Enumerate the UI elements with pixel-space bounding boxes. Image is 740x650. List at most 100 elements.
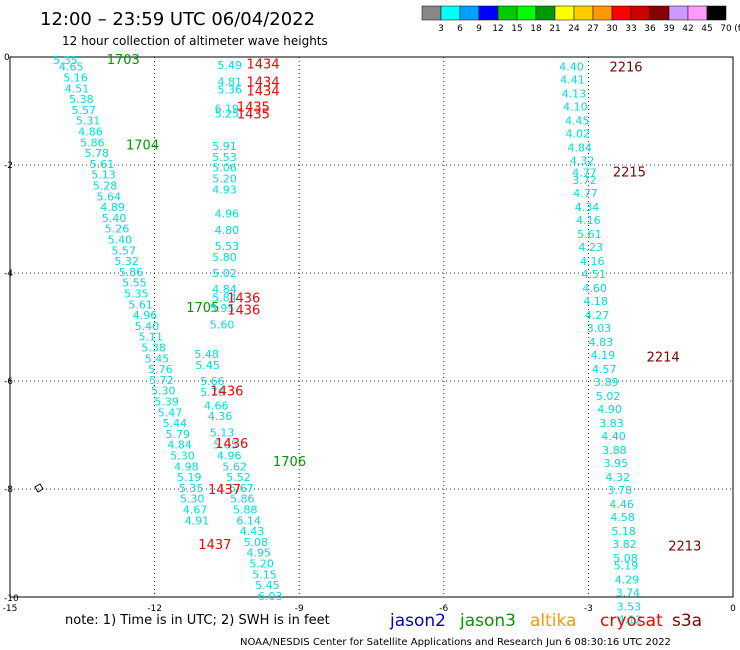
swh-value: 4.57 bbox=[592, 363, 617, 376]
swh-value: 5.20 bbox=[212, 173, 237, 186]
swh-value: 4.51 bbox=[581, 268, 606, 281]
y-tick-label: 0 bbox=[4, 53, 10, 63]
swh-value: 5.66 bbox=[200, 375, 225, 388]
pass-time-label: 1436 bbox=[215, 437, 248, 452]
swh-value: 5.16 bbox=[63, 72, 88, 85]
swh-value: 3.78 bbox=[607, 484, 632, 497]
pass-time-label: 1435 bbox=[237, 101, 270, 116]
swh-value: 5.61 bbox=[577, 228, 602, 241]
swh-value: 4.67 bbox=[183, 504, 208, 517]
swh-value: 4.83 bbox=[589, 336, 614, 349]
swh-value: 5.57 bbox=[71, 104, 96, 117]
swh-value: 5.79 bbox=[165, 428, 190, 441]
colorbar-swatch bbox=[687, 5, 708, 21]
swh-value: 5.78 bbox=[85, 147, 110, 160]
colorbar-swatch bbox=[421, 5, 442, 21]
swh-value: 4.13 bbox=[562, 88, 587, 101]
swh-value: 5.35 bbox=[53, 54, 78, 67]
pass-time-label: 1705 bbox=[186, 301, 219, 316]
swh-value: 4.84 bbox=[212, 283, 237, 296]
coast-outline bbox=[34, 483, 44, 493]
y-tick-label: -6 bbox=[4, 377, 13, 387]
swh-value: 5.45 bbox=[255, 579, 280, 592]
colorbar-swatch bbox=[706, 5, 727, 21]
swh-value: 5.26 bbox=[105, 223, 130, 236]
colorbar-label: 70 bbox=[720, 24, 732, 34]
colorbar-swatch bbox=[516, 5, 537, 21]
swh-value: 4.23 bbox=[579, 241, 604, 254]
swh-value: 4.19 bbox=[591, 349, 616, 362]
x-tick-label: -15 bbox=[3, 604, 18, 614]
swh-value: 5.13 bbox=[210, 426, 235, 439]
swh-value: 5.44 bbox=[163, 417, 188, 430]
colorbar-label: 30 bbox=[606, 24, 618, 34]
swh-value: 5.86 bbox=[119, 266, 144, 279]
swh-value: 4.12 bbox=[618, 614, 643, 627]
swh-value: 4.40 bbox=[601, 430, 626, 443]
swh-value: 5.62 bbox=[222, 460, 247, 473]
swh-value: 3.83 bbox=[599, 417, 624, 430]
swh-value: 5.35 bbox=[179, 482, 204, 495]
swh-value: 5.49 bbox=[218, 59, 243, 72]
colorbar-label: (ft) bbox=[734, 24, 740, 34]
swh-value: 5.80 bbox=[212, 251, 237, 264]
swh-value: 4.40 bbox=[559, 61, 584, 74]
colorbar-label: 15 bbox=[511, 24, 522, 34]
swh-value: 4.86 bbox=[78, 126, 103, 139]
swh-value: 5.45 bbox=[145, 352, 170, 365]
swh-value: 5.30 bbox=[151, 385, 176, 398]
swh-value: 5.06 bbox=[212, 162, 237, 175]
swh-value: 5.72 bbox=[149, 374, 174, 387]
swh-value: 5.39 bbox=[154, 396, 179, 409]
colorbar-swatch bbox=[611, 5, 632, 21]
colorbar-swatch bbox=[535, 5, 556, 21]
swh-value: 6.14 bbox=[236, 514, 261, 527]
y-tick-label: -8 bbox=[4, 485, 13, 495]
colorbar-label: 39 bbox=[663, 24, 675, 34]
swh-value: 3.74 bbox=[616, 587, 641, 600]
x-tick-label: -3 bbox=[584, 604, 593, 614]
colorbar-swatch bbox=[668, 5, 689, 21]
swh-value: 6.03 bbox=[258, 590, 283, 603]
swh-value: 5.76 bbox=[200, 386, 225, 399]
swh-value: 5.52 bbox=[226, 471, 251, 484]
swh-value: 5.31 bbox=[76, 115, 101, 128]
swh-value: 5.40 bbox=[102, 212, 127, 225]
colorbar-swatch bbox=[649, 5, 670, 21]
swh-value: 4.77 bbox=[573, 187, 598, 200]
swh-value: 5.15 bbox=[252, 568, 277, 581]
coast-mark bbox=[34, 483, 44, 493]
pass-time-label: 1436 bbox=[227, 304, 260, 319]
colorbar-label: 12 bbox=[492, 24, 503, 34]
swh-value: 5.38 bbox=[69, 93, 94, 106]
colorbar-swatch bbox=[573, 5, 594, 21]
swh-value: 5.30 bbox=[170, 450, 195, 463]
swh-value: 5.84 bbox=[212, 291, 237, 304]
colorbar-label: 36 bbox=[644, 24, 656, 34]
swh-value: 5.11 bbox=[138, 331, 163, 344]
swh-value: 4.91 bbox=[185, 514, 210, 527]
swh-value: 4.51 bbox=[65, 82, 90, 95]
axes: -15 -12 -9 -6 -3 0 0 -2 -4 -6 -8 -10 bbox=[3, 53, 736, 614]
y-tick-label: -2 bbox=[4, 161, 13, 171]
pass-time-label: 1703 bbox=[107, 53, 140, 68]
swh-value: 5.55 bbox=[122, 277, 147, 290]
swh-value: 4.18 bbox=[583, 295, 608, 308]
swh-value: 5.60 bbox=[210, 318, 235, 331]
swh-value: 5.86 bbox=[80, 136, 105, 149]
swh-value: 5.40 bbox=[135, 320, 160, 333]
swh-value: 5.76 bbox=[148, 363, 173, 376]
swh-value: 5.08 bbox=[613, 552, 638, 565]
pass-time-label: 2216 bbox=[609, 61, 642, 76]
colorbar-label: 21 bbox=[549, 24, 560, 34]
swh-value: 4.96 bbox=[215, 208, 240, 221]
swh-value: 5.40 bbox=[108, 234, 133, 247]
x-tick-label: -9 bbox=[295, 604, 304, 614]
swh-value: 4.32 bbox=[570, 155, 595, 168]
swh-value: 5.02 bbox=[596, 390, 621, 403]
pass-time-label: 1436 bbox=[227, 291, 260, 306]
swh-value: 4.96 bbox=[133, 309, 158, 322]
swh-value: 4.81 bbox=[218, 75, 243, 88]
plot-frame bbox=[9, 56, 734, 598]
